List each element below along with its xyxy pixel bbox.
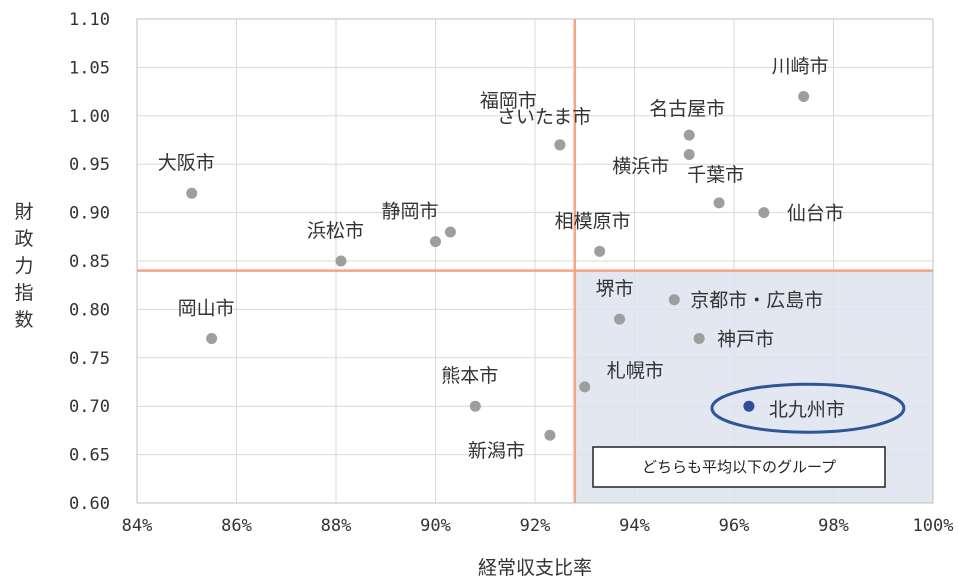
y-tick-label: 0.85	[69, 252, 110, 272]
y-tick-label: 0.60	[69, 494, 110, 514]
y-axis-title: 財政力指数	[14, 201, 33, 331]
x-tick-label: 96%	[719, 516, 750, 536]
y-tick-label: 0.95	[69, 155, 110, 175]
data-point	[544, 429, 556, 441]
data-point	[206, 332, 218, 344]
x-tick-label: 88%	[321, 516, 352, 536]
region-note-text: どちらも平均以下のグループ	[642, 458, 836, 476]
x-tick-label: 98%	[818, 516, 849, 536]
y-tick-label: 0.80	[69, 300, 110, 320]
y-tick-label: 1.10	[69, 10, 110, 30]
data-point	[554, 139, 566, 151]
point-label: 札幌市	[607, 360, 664, 382]
point-label: 相模原市	[555, 210, 631, 232]
data-point	[668, 294, 680, 306]
region-note: どちらも平均以下のグループ	[592, 446, 886, 488]
average-lines	[137, 19, 933, 503]
data-point	[758, 207, 770, 219]
point-label: 仙台市	[787, 203, 844, 225]
x-tick-label: 100%	[913, 516, 954, 536]
y-tick-label: 0.75	[69, 349, 110, 369]
x-tick-label: 84%	[122, 516, 153, 536]
data-point	[683, 129, 695, 141]
y-axis-ticks: 0.60 0.65 0.70 0.75 0.80 0.85 0.90 0.95 1.00 1.05…	[69, 10, 110, 514]
y-tick-label: 0.70	[69, 397, 110, 417]
data-point	[579, 381, 591, 393]
data-point	[335, 255, 347, 267]
data-point	[186, 187, 198, 199]
x-axis-title: 経常収支比率	[478, 557, 592, 579]
point-label: 名古屋市	[649, 98, 725, 120]
x-tick-label: 90%	[420, 516, 451, 536]
point-label: 静岡市	[382, 201, 439, 223]
highlight-ellipse	[710, 382, 906, 434]
y-tick-label: 0.90	[69, 204, 110, 224]
data-point	[683, 149, 695, 161]
y-tick-label: 1.00	[69, 107, 110, 127]
point-label: 千葉市	[687, 164, 744, 186]
point-label: 堺市	[596, 278, 634, 300]
point-label: 福岡市	[480, 90, 537, 112]
y-tick-label: 1.05	[69, 58, 110, 78]
data-point	[444, 226, 456, 238]
point-label: 川崎市	[772, 55, 829, 77]
point-label: 神戸市	[717, 328, 774, 350]
point-label: 京都市・広島市	[690, 290, 823, 312]
data-point	[713, 197, 725, 209]
x-tick-label: 94%	[619, 516, 650, 536]
data-point	[430, 236, 441, 248]
data-point	[798, 90, 810, 102]
x-axis-ticks: 84% 86% 88% 90% 92% 94% 96% 98% 100%	[122, 516, 954, 536]
data-point	[469, 400, 481, 412]
point-label: 岡山市	[178, 297, 235, 319]
region-note-box	[592, 446, 886, 488]
data-points	[186, 90, 810, 441]
x-tick-label: 92%	[520, 516, 551, 536]
data-point	[594, 245, 606, 257]
plot-border	[136, 18, 934, 504]
point-label: 浜松市	[307, 220, 364, 242]
highlight-point-label: 北九州市	[769, 399, 845, 421]
x-tick-label: 86%	[221, 516, 252, 536]
data-point	[614, 313, 626, 325]
data-point	[693, 332, 705, 344]
point-label: 新潟市	[468, 440, 525, 462]
point-label: 熊本市	[441, 365, 498, 387]
data-point	[743, 400, 755, 412]
point-label: 横浜市	[612, 156, 669, 178]
point-label: さいたま市	[497, 106, 591, 128]
point-label: 大阪市	[158, 152, 215, 174]
y-tick-label: 0.65	[69, 446, 110, 466]
